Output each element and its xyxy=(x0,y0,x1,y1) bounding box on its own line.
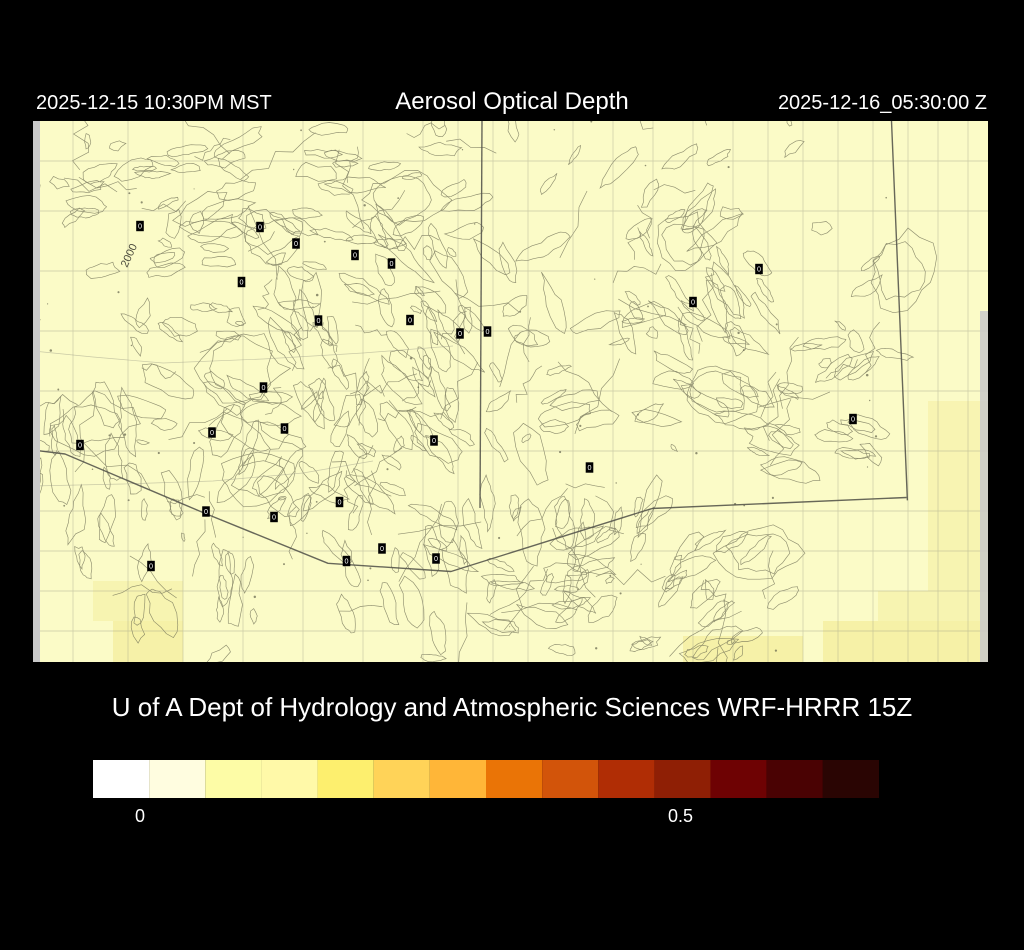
svg-text:0: 0 xyxy=(380,544,384,553)
svg-text:0: 0 xyxy=(353,251,357,260)
svg-text:0: 0 xyxy=(317,316,321,325)
svg-text:0: 0 xyxy=(204,507,208,516)
svg-text:0: 0 xyxy=(149,562,153,571)
svg-text:0: 0 xyxy=(757,265,761,274)
svg-text:0: 0 xyxy=(262,383,266,392)
svg-text:0: 0 xyxy=(432,436,436,445)
svg-text:0: 0 xyxy=(588,463,592,472)
svg-text:0: 0 xyxy=(210,428,214,437)
svg-text:0: 0 xyxy=(390,259,394,268)
svg-text:0: 0 xyxy=(434,554,438,563)
svg-text:0: 0 xyxy=(486,327,490,336)
svg-text:0: 0 xyxy=(138,222,142,231)
svg-text:0: 0 xyxy=(458,329,462,338)
svg-text:0: 0 xyxy=(851,415,855,424)
svg-text:0: 0 xyxy=(294,239,298,248)
svg-text:0: 0 xyxy=(408,316,412,325)
svg-text:0: 0 xyxy=(258,223,262,232)
svg-text:0: 0 xyxy=(78,441,82,450)
svg-text:0: 0 xyxy=(691,298,695,307)
svg-text:0: 0 xyxy=(272,513,276,522)
svg-text:0: 0 xyxy=(240,278,244,287)
svg-text:0: 0 xyxy=(338,498,342,507)
svg-text:0: 0 xyxy=(345,557,349,566)
svg-text:0: 0 xyxy=(283,424,287,433)
